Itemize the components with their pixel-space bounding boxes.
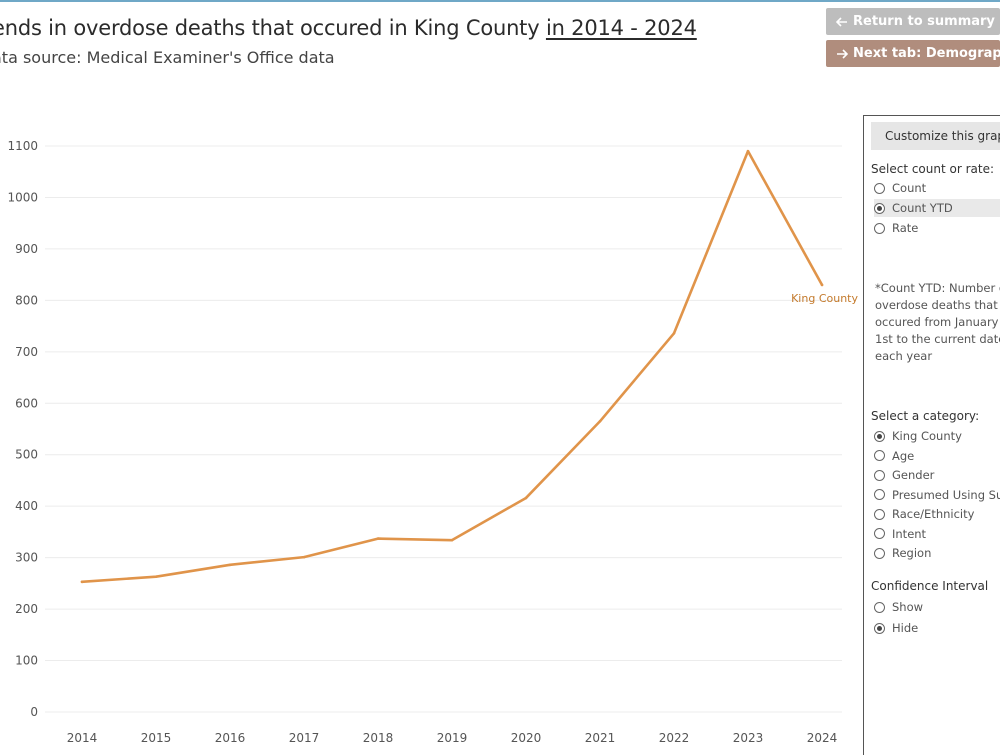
x-tick-label: 2015: [141, 731, 172, 745]
radio-unchecked-icon[interactable]: [874, 601, 885, 613]
overdose-trend-line-chart: 0 100 200 300 400 500 600 700 800 900 1000 1100 2014…: [7, 139, 858, 745]
confidence-interval-option-label: Show: [892, 600, 924, 614]
radio-unchecked-icon[interactable]: [874, 547, 885, 559]
category-option[interactable]: Race/Ethnicity: [874, 505, 1000, 523]
x-tick-label: 2022: [659, 731, 690, 745]
x-tick-label: 2024: [807, 731, 838, 745]
customize-panel: Customize this graph Select count or rat…: [863, 115, 1000, 755]
radio-unchecked-icon[interactable]: [874, 182, 885, 194]
y-tick-label: 100: [15, 654, 38, 668]
data-point: [450, 538, 454, 542]
x-tick-label: 2021: [585, 731, 616, 745]
radio-unchecked-icon[interactable]: [874, 489, 885, 500]
radio-unchecked-icon[interactable]: [874, 508, 885, 520]
note-line: *Count YTD: Number of: [875, 281, 1000, 295]
category-option[interactable]: Region: [874, 544, 1000, 562]
data-point: [746, 149, 750, 153]
category-option-label: Intent: [892, 526, 927, 541]
x-tick-label: 2019: [437, 731, 468, 745]
title-date-range: in 2014 - 2024: [545, 16, 697, 40]
y-tick-label: 400: [15, 499, 38, 513]
y-tick-label: 1000: [7, 190, 38, 204]
radio-checked-icon[interactable]: [874, 430, 885, 442]
return-to-summary-label: Return to summary: [853, 14, 995, 29]
category-option[interactable]: King County: [874, 427, 1000, 445]
x-tick-label: 2020: [511, 731, 542, 745]
data-point: [598, 419, 602, 423]
data-source-subtitle: ata source: Medical Examiner's Office da…: [0, 48, 335, 67]
radio-unchecked-icon[interactable]: [874, 528, 885, 539]
next-tab-label: Next tab: Demographics: [853, 46, 1000, 61]
title-main: ends in overdose deaths that occured in …: [0, 16, 546, 40]
count-ytd-note: *Count YTD: Number of overdose deaths th…: [875, 280, 1000, 365]
count-rate-option[interactable]: Rate: [874, 219, 1000, 237]
next-tab-demographics-button[interactable]: Next tab: Demographics: [826, 40, 1000, 67]
data-point: [524, 496, 528, 500]
arrow-right-icon: [837, 49, 848, 59]
x-tick-label: 2023: [733, 731, 764, 745]
data-point: [80, 580, 84, 584]
page-title: ends in overdose deaths that occured in …: [0, 16, 697, 40]
count-rate-option-label: Count YTD: [892, 201, 953, 215]
series-end-label: King County: [791, 292, 858, 305]
radio-unchecked-icon[interactable]: [874, 222, 885, 234]
count-rate-option[interactable]: Count: [874, 179, 1000, 197]
radio-checked-icon[interactable]: [874, 202, 885, 214]
confidence-interval-option[interactable]: Hide: [874, 619, 1000, 637]
note-line: overdose deaths that: [875, 298, 998, 312]
confidence-interval-option-label: Hide: [892, 621, 919, 635]
category-option-label: Presumed Using Substance: [892, 487, 1000, 502]
confidence-interval-label: Confidence Interval: [871, 579, 989, 593]
count-rate-option[interactable]: Count YTD: [874, 199, 1000, 217]
panel-header: Customize this graph: [871, 122, 1000, 150]
data-point: [154, 575, 158, 578]
category-option-label: King County: [892, 429, 962, 443]
count-rate-label: Select count or rate:: [871, 162, 995, 176]
confidence-interval-option[interactable]: Show: [874, 598, 1000, 616]
data-point: [228, 563, 232, 567]
category-option[interactable]: Age: [874, 447, 1000, 465]
x-tick-label: 2016: [215, 731, 246, 745]
y-tick-label: 500: [15, 448, 38, 462]
category-option-label: Age: [892, 448, 915, 463]
y-tick-label: 900: [15, 242, 38, 256]
category-option-label: Race/Ethnicity: [892, 507, 975, 521]
data-point: [672, 331, 676, 335]
data-point: [302, 555, 306, 559]
category-option[interactable]: Gender: [874, 466, 1000, 484]
count-rate-option-label: Rate: [892, 221, 919, 235]
radio-unchecked-icon[interactable]: [874, 469, 885, 481]
category-option-label: Region: [892, 546, 932, 560]
return-to-summary-button[interactable]: Return to summary: [826, 8, 1000, 35]
category-option[interactable]: Presumed Using Substance: [874, 486, 1000, 504]
x-tick-label: 2018: [363, 731, 394, 745]
y-tick-label: 0: [30, 705, 38, 719]
category-option-label: Gender: [892, 468, 935, 482]
y-tick-label: 700: [15, 345, 38, 359]
y-tick-label: 300: [15, 551, 38, 565]
data-point: [376, 537, 380, 540]
count-rate-option-label: Count: [892, 181, 927, 195]
note-line: occured from January: [875, 315, 999, 329]
series-line-king-county: [80, 149, 824, 584]
x-tick-label: 2014: [67, 731, 98, 745]
data-point: [820, 283, 824, 287]
category-label: Select a category:: [871, 409, 980, 423]
note-line: each year: [875, 349, 933, 363]
y-tick-label: 800: [15, 293, 38, 307]
y-tick-label: 1100: [7, 139, 38, 153]
x-tick-label: 2017: [289, 731, 320, 745]
radio-checked-icon[interactable]: [874, 622, 885, 634]
note-line: 1st to the current date: [875, 332, 1000, 346]
y-tick-label: 600: [15, 396, 38, 410]
y-tick-label: 200: [15, 602, 38, 616]
category-option[interactable]: Intent: [874, 525, 1000, 543]
top-accent-line: [0, 0, 1000, 2]
arrow-left-icon: [836, 17, 847, 27]
radio-unchecked-icon[interactable]: [874, 450, 885, 461]
